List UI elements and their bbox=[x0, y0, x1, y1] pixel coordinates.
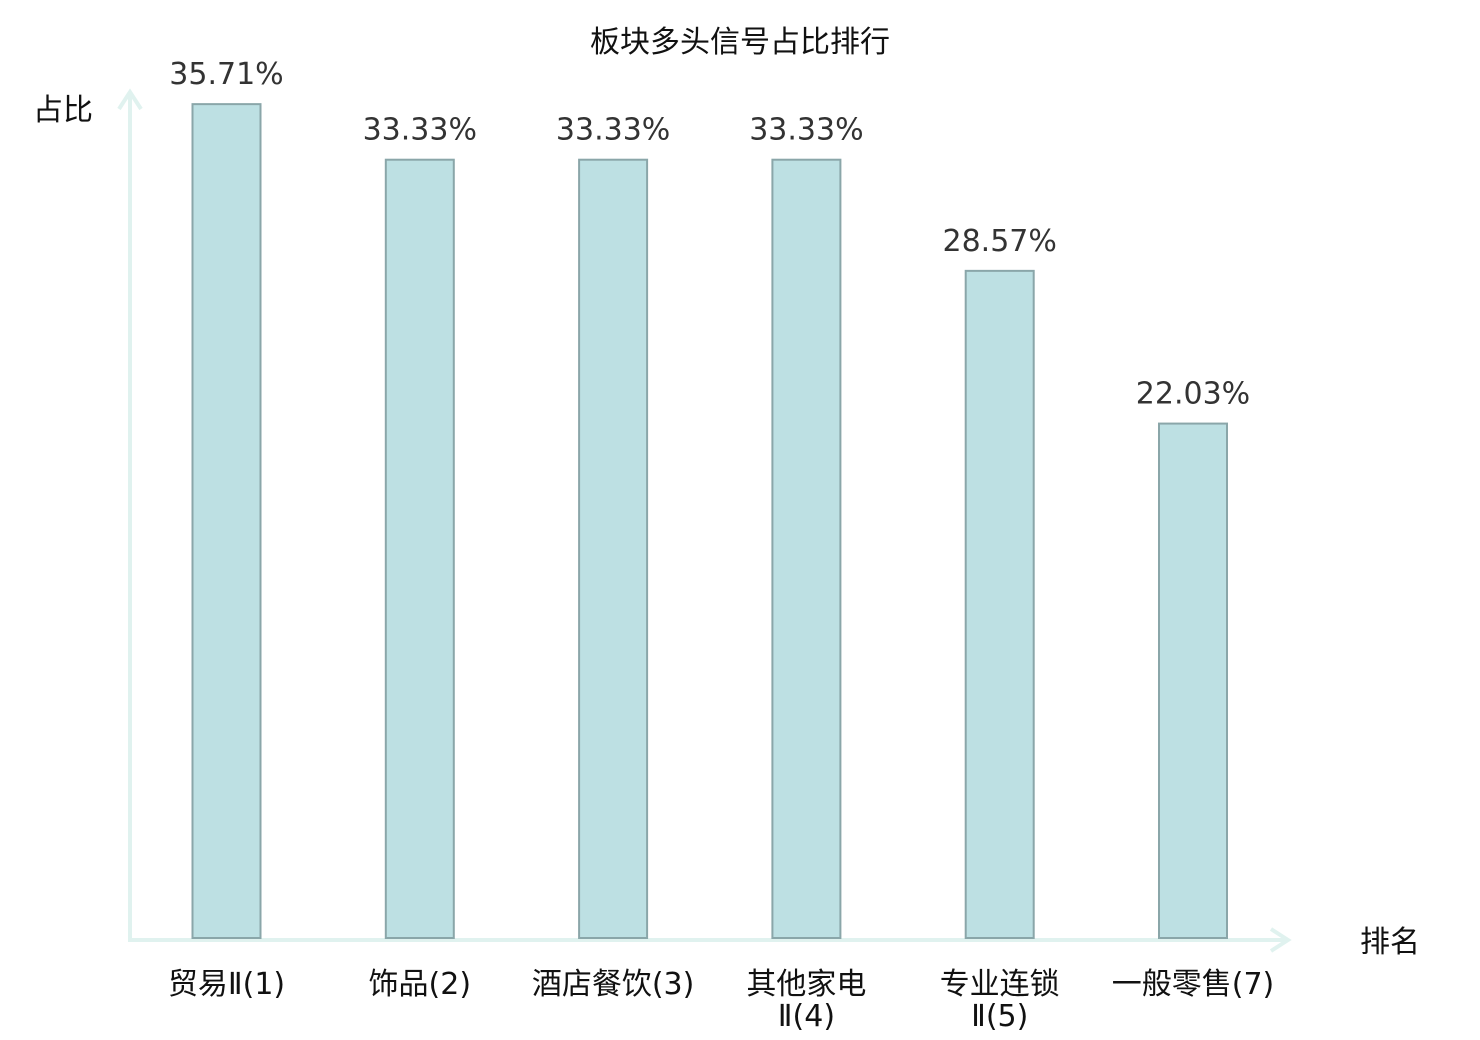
category-label-2: 饰品(2) bbox=[369, 967, 472, 1002]
axes bbox=[117, 88, 1292, 953]
value-label-3: 33.33% bbox=[556, 113, 670, 148]
bar-5 bbox=[964, 269, 1035, 939]
bar-6 bbox=[1158, 422, 1228, 939]
category-label-4-line-1: 其他家电 bbox=[746, 967, 866, 1002]
category-label-5-line-1: 专业连锁 bbox=[940, 967, 1060, 1002]
x-axis-arrow bbox=[1269, 927, 1292, 953]
category-label-6: 一般零售(7) bbox=[1112, 967, 1275, 1002]
x-axis-label: 排名 bbox=[1360, 925, 1420, 960]
category-label-5-line-2: Ⅱ(5) bbox=[971, 999, 1028, 1034]
y-axis-label: 占比 bbox=[33, 93, 93, 128]
y-axis-arrow bbox=[117, 88, 143, 111]
bars-group bbox=[191, 103, 1228, 940]
category-label-3: 酒店餐饮(3) bbox=[532, 967, 695, 1002]
value-labels-group: 35.71% 33.33% 33.33% 33.33% 28.57% 22.03% bbox=[169, 57, 1250, 411]
value-label-4: 33.33% bbox=[749, 113, 863, 148]
bar-4 bbox=[771, 158, 842, 939]
value-label-1: 35.71% bbox=[169, 57, 283, 92]
bar-2 bbox=[384, 158, 455, 939]
value-label-2: 33.33% bbox=[363, 113, 477, 148]
value-label-5: 28.57% bbox=[943, 224, 1057, 259]
category-label-1: 贸易Ⅱ(1) bbox=[168, 967, 285, 1002]
chart-title: 板块多头信号占比排行 bbox=[590, 25, 890, 60]
bar-3 bbox=[578, 158, 649, 939]
bar-1 bbox=[191, 103, 262, 940]
category-label-4-line-2: Ⅱ(4) bbox=[778, 999, 835, 1034]
value-label-6: 22.03% bbox=[1136, 377, 1250, 412]
